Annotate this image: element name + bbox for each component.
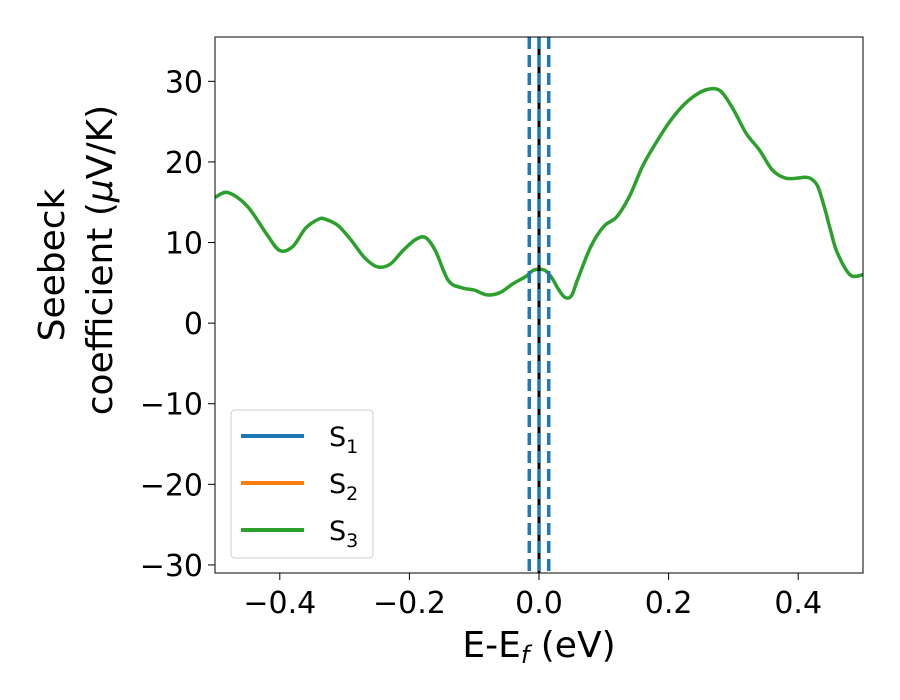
legend: S1 S2 S3 (230, 409, 374, 559)
y-tick-label: 20 (165, 146, 203, 181)
x-tick-label: 0.2 (645, 586, 693, 621)
y-axis-label: Seebeck coefficient (μV/K) (32, 105, 121, 415)
x-axis-label: E-Ef (eV) (462, 625, 615, 669)
x-tick-label: 0.0 (515, 586, 563, 621)
legend-label-s1: S1 (329, 422, 358, 458)
y-tick-label: −10 (140, 388, 203, 423)
legend-label-s3: S3 (329, 516, 358, 552)
series-line-s3 (215, 86, 863, 300)
legend-label-s2: S2 (329, 469, 358, 505)
y-tick-label: 30 (165, 65, 203, 100)
x-axis-label-main: E-E (462, 625, 520, 666)
y-axis-ticks: −30 −20 −10 0 10 20 30 (140, 65, 215, 584)
x-axis-ticks: −0.4 −0.2 0.0 0.2 0.4 (243, 573, 822, 621)
y-axis-label-line1: Seebeck (32, 188, 73, 341)
x-tick-label: −0.2 (373, 586, 446, 621)
y-tick-label: −20 (140, 468, 203, 503)
y-axis-label-line2: coefficient (μV/K) (80, 105, 121, 415)
x-tick-label: 0.4 (774, 586, 822, 621)
series-layer (215, 86, 863, 300)
x-axis-label-unit: (eV) (529, 625, 615, 666)
x-tick-label: −0.4 (243, 586, 316, 621)
y-tick-label: −30 (140, 549, 203, 584)
vertical-lines-layer (527, 37, 551, 573)
y-tick-label: 0 (184, 307, 203, 342)
y-tick-label: 10 (165, 227, 203, 262)
